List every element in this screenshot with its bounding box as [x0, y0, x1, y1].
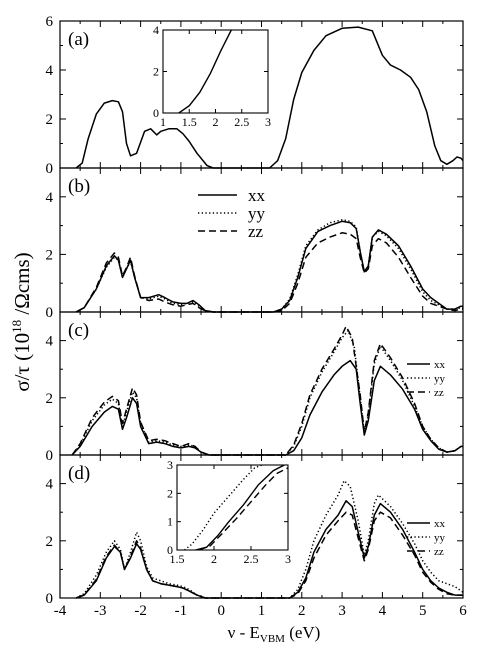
y-tick-label: 0 [46, 448, 54, 464]
inset-frame [162, 29, 269, 114]
panel-label: (a) [68, 29, 89, 50]
panel-d: -4 -3 -2 -1 0 1 2 3 4 5 6 0 2 4 (d) xx yy zz 1.5 2 2.5 3 0 1 2 3 [46, 454, 467, 619]
panel-label: (c) [68, 320, 89, 341]
y-tick-label: 2 [46, 534, 54, 550]
legend-label-yy: yy [434, 532, 446, 544]
inset-y-tick-label: 2 [153, 65, 159, 79]
x-tick-label: -4 [54, 603, 67, 619]
x-axis-title-main: ν - E [228, 623, 260, 642]
inset-y-tick-label: 1 [167, 515, 173, 529]
y-tick-label: 2 [46, 112, 54, 128]
inset-x-tick-label: 2 [211, 552, 217, 566]
legend-label-zz: zz [434, 387, 444, 399]
series-line-xx [71, 359, 463, 456]
y-tick-label: 0 [46, 591, 54, 607]
legend-label-xx: xx [434, 359, 446, 371]
inset: 1 1.5 2 2.5 3 0 2 4 [153, 23, 271, 129]
series-line-zz [75, 511, 463, 599]
inset-y-tick-label: 0 [153, 106, 159, 120]
inset-series-line-zz [198, 467, 288, 550]
legend-label-yy: yy [434, 373, 446, 385]
inset-y-tick-label: 3 [167, 458, 173, 472]
series-line-zz [75, 232, 463, 313]
x-axis-title-unit: (eV) [285, 623, 320, 642]
x-axis-title-subscript: VBM [260, 633, 285, 645]
series-line-yy [75, 219, 463, 313]
inset-x-tick-label: 2.5 [244, 552, 259, 566]
y-tick-label: 4 [46, 477, 54, 493]
y-tick-label: 4 [46, 190, 54, 206]
x-tick-label: 1 [258, 603, 266, 619]
x-tick-label: 3 [338, 603, 346, 619]
legend-label-xx: xx [248, 186, 266, 205]
y-tick-label: 2 [46, 247, 54, 263]
legend-small: xx yy zz [407, 518, 446, 558]
x-tick-label: 6 [459, 603, 467, 619]
inset-y-tick-label: 2 [167, 486, 173, 500]
inset: 1.5 2 2.5 3 0 1 2 3 [167, 458, 291, 566]
inset-x-tick-label: 1.5 [170, 552, 185, 566]
inset-y-tick-label: 0 [167, 543, 173, 557]
x-tick-label: 4 [379, 603, 387, 619]
series-line-main [75, 26, 464, 169]
inset-y-tick-label: 4 [153, 23, 159, 37]
x-tick-label: 5 [419, 603, 427, 619]
x-tick-label: 0 [217, 603, 225, 619]
y-axis-title-exponent: 18 [9, 320, 24, 333]
y-axis-title-unit: /Ωcms) [10, 252, 34, 320]
inset-x-tick-label: 1.5 [182, 115, 197, 129]
y-axis-title-main: σ/τ (10 [10, 333, 34, 392]
legend-small: xx yy zz [407, 359, 446, 399]
legend-label-yy: yy [248, 204, 266, 223]
inset-x-tick-label: 3 [285, 552, 291, 566]
series-line-zz [71, 325, 463, 456]
y-tick-label: 0 [46, 305, 54, 321]
inset-series-line-main [178, 30, 232, 113]
y-axis-title: σ/τ (1018 /Ωcms) [9, 252, 34, 391]
inset-x-tick-label: 1 [160, 115, 166, 129]
y-tick-label: 2 [46, 391, 54, 407]
x-tick-label: -3 [94, 603, 107, 619]
y-tick-label: 4 [46, 334, 54, 350]
inset-frame [176, 464, 289, 551]
legend-label-zz: zz [248, 222, 264, 241]
inset-series-line-yy [183, 465, 263, 550]
panel-a: 0 2 4 6 (a) 1 1.5 2 2.5 3 0 2 4 [46, 14, 464, 177]
panel-frame [59, 311, 464, 456]
panel-c: 0 2 4 (c) xx yy zz [46, 311, 464, 464]
panel-label: (d) [68, 463, 90, 484]
x-tick-label: -2 [134, 603, 147, 619]
x-tick-label: 2 [298, 603, 306, 619]
y-tick-label: 0 [46, 161, 54, 177]
inset-series-line-xx [195, 465, 285, 550]
y-tick-label: 4 [46, 63, 54, 79]
x-tick-label: -1 [175, 603, 188, 619]
inset-x-tick-label: 2 [213, 115, 219, 129]
series-line-xx [75, 220, 463, 313]
legend-label-zz: zz [434, 546, 444, 558]
inset-x-tick-label: 3 [265, 115, 271, 129]
x-axis-title: ν - EVBM (eV) [228, 623, 321, 645]
inset-x-tick-label: 2.5 [234, 115, 249, 129]
y-tick-label: 6 [46, 14, 54, 30]
series-line-yy [71, 329, 463, 456]
legend-label-xx: xx [434, 518, 446, 530]
panel-label: (b) [68, 176, 90, 197]
